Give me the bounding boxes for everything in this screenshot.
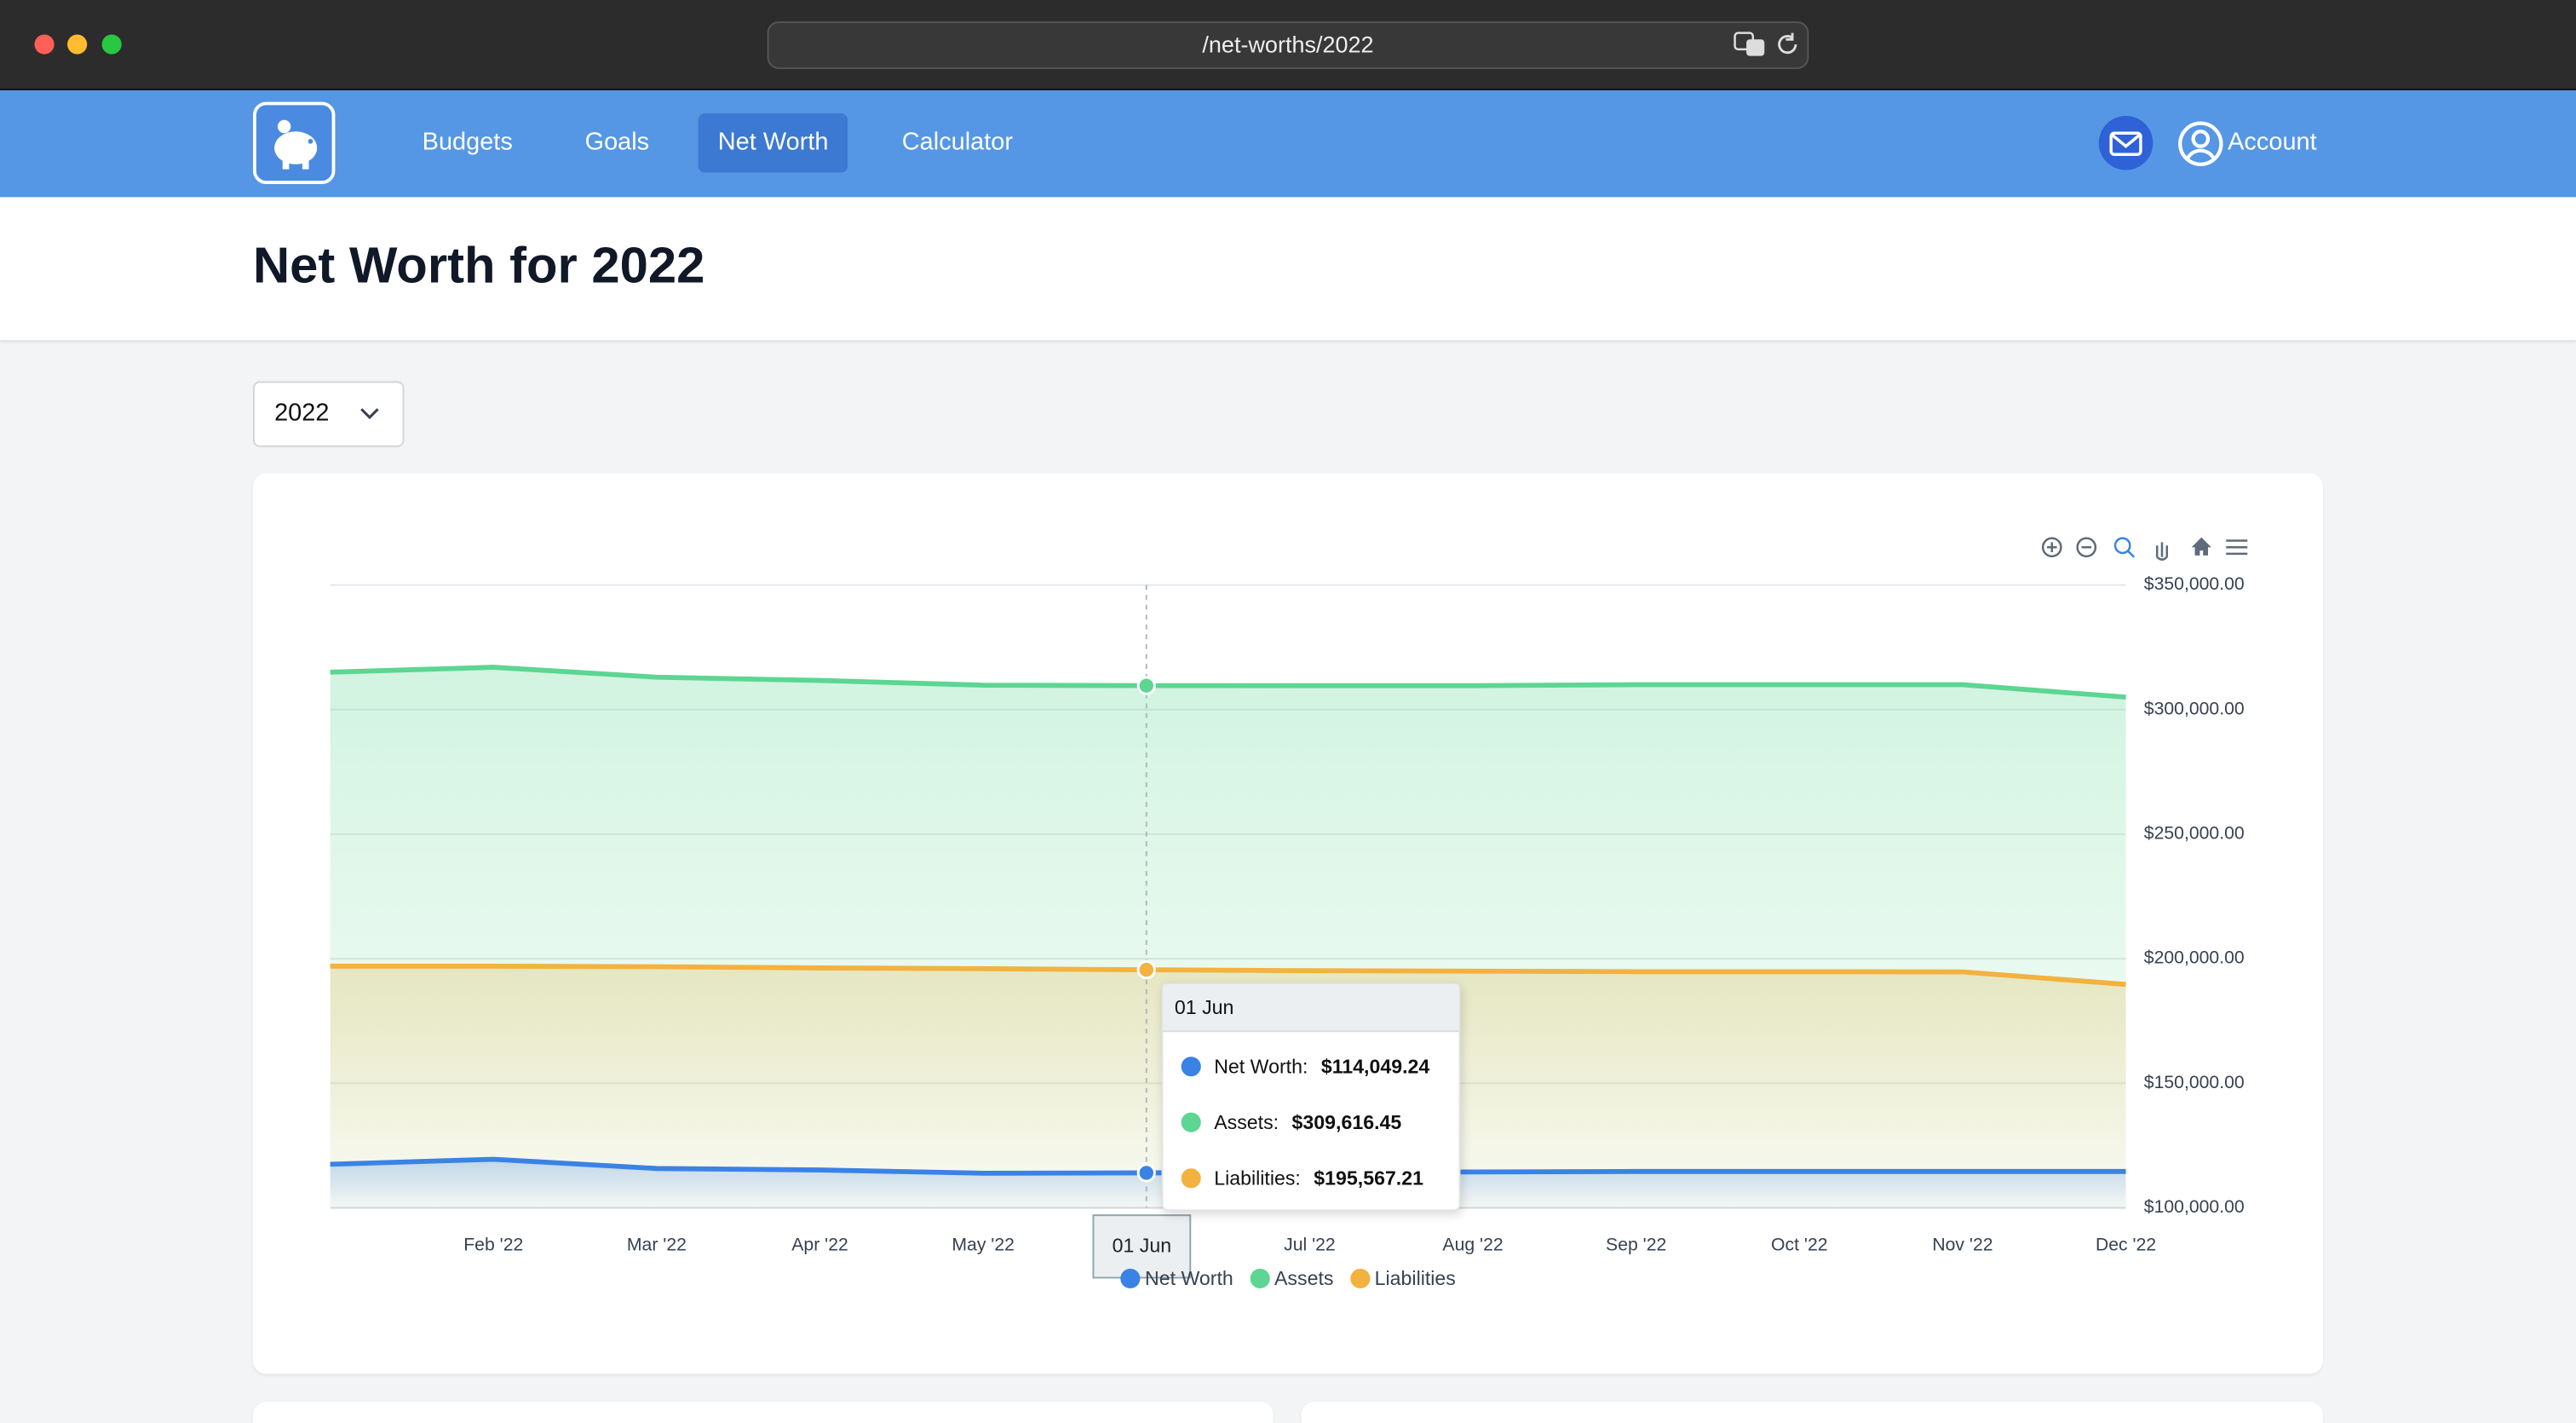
legend: Net Worth Assets Liabilities: [253, 1265, 2323, 1292]
line: [330, 964, 2126, 988]
legend-label: Net Worth: [1145, 1266, 1233, 1290]
tooltip-label: Assets:: [1214, 1110, 1279, 1134]
hover-marker: [1136, 959, 1156, 980]
x-tick-label: Sep '22: [1606, 1235, 1666, 1254]
line: [330, 665, 2126, 700]
y-tick-label: $150,000.00: [2144, 1073, 2245, 1092]
tooltip-value: $195,567.21: [1314, 1167, 1423, 1190]
hover-marker: [1136, 1163, 1156, 1183]
hover-marker: [1136, 676, 1156, 695]
y-tick-label: $200,000.00: [2144, 948, 2245, 968]
legend-label: Liabilities: [1374, 1266, 1456, 1290]
nav-link[interactable]: Budgets: [422, 128, 513, 157]
card: [252, 1402, 1274, 1423]
piggy-icon: [274, 119, 318, 170]
chevron-down: [360, 408, 379, 420]
mail-button[interactable]: [2098, 115, 2154, 171]
tooltip-row: Assets: $309,616.45: [1181, 1106, 1402, 1139]
year-select-value: 2022: [274, 399, 330, 428]
selection-zoom-button[interactable]: [2113, 537, 2136, 558]
zoom-out-button[interactable]: [2076, 537, 2097, 558]
tooltip-value: $114,049.24: [1320, 1055, 1430, 1079]
tooltip-row: Liabilities: $195,567.21: [1181, 1161, 1423, 1195]
reload-icon[interactable]: [1774, 32, 1801, 58]
year-select[interactable]: 2022: [252, 381, 405, 447]
reset-button[interactable]: [2191, 537, 2211, 556]
legend-label: Assets: [1274, 1266, 1334, 1290]
x-tick-label: Nov '22: [1932, 1235, 1992, 1254]
area: [330, 667, 2126, 1208]
tooltip-title: 01 Jun: [1163, 984, 1459, 1033]
address-bar[interactable]: /net-worths/2022: [767, 21, 1809, 69]
tooltip-marker: [1181, 1112, 1201, 1132]
y-tick-label: $300,000.00: [2144, 699, 2245, 718]
x-tick-label: Jul '22: [1284, 1235, 1336, 1254]
x-tick-label: Feb '22: [463, 1235, 523, 1254]
legend-item[interactable]: Liabilities: [1349, 1265, 1456, 1292]
tooltip-label: Net Worth:: [1214, 1055, 1308, 1079]
tooltip-row: Net Worth: $114,049.24: [1181, 1050, 1430, 1083]
account-link[interactable]: Account: [2228, 128, 2317, 157]
close-button[interactable]: [34, 34, 55, 55]
x-tick-label: May '22: [952, 1235, 1015, 1254]
chart-toolbar: [2041, 537, 2248, 561]
account-icon[interactable]: [2176, 120, 2224, 168]
zoom-button[interactable]: [101, 34, 122, 55]
tooltip-marker: [1181, 1168, 1201, 1189]
x-tick-label: Apr '22: [791, 1235, 848, 1254]
x-tick-label: Mar '22: [627, 1235, 687, 1254]
y-tick-label: $100,000.00: [2144, 1197, 2245, 1217]
page-header: Net Worth for 2022: [0, 197, 2576, 341]
legend-marker: [1120, 1268, 1141, 1288]
page-title: Net Worth for 2022: [252, 236, 705, 295]
menu-button[interactable]: [2226, 539, 2248, 556]
logo[interactable]: [252, 101, 336, 184]
legend-marker: [1250, 1268, 1270, 1288]
card: [1301, 1402, 2323, 1423]
browser-chrome: /net-worths/2022: [0, 0, 2576, 91]
translate-icon[interactable]: [1734, 30, 1767, 60]
legend-marker: [1349, 1268, 1370, 1288]
tooltip-label: Liabilities:: [1214, 1167, 1301, 1190]
legend-item[interactable]: Assets: [1250, 1265, 1333, 1292]
crosshair-x-label: 01 Jun: [1092, 1214, 1192, 1279]
y-tick-label: $250,000.00: [2144, 824, 2245, 844]
x-tick-label: Dec '22: [2096, 1235, 2156, 1254]
tooltip: 01 Jun Net Worth: $114,049.24 Assets: $309,…: [1161, 982, 1461, 1212]
nav-link[interactable]: Goals: [584, 128, 650, 157]
minimize-button[interactable]: [67, 34, 88, 55]
y-tick-label: $350,000.00: [2144, 574, 2245, 594]
zoom-in-button[interactable]: [2041, 537, 2062, 558]
navbar: Budgets Goals Net Worth Calculator Account: [0, 90, 2576, 198]
tooltip-marker: [1181, 1057, 1201, 1077]
pan-button[interactable]: [2155, 542, 2169, 561]
nav-link[interactable]: Net Worth: [698, 113, 848, 173]
nav-link[interactable]: Calculator: [901, 128, 1014, 157]
tooltip-value: $309,616.45: [1291, 1110, 1402, 1134]
x-tick-label: Aug '22: [1442, 1235, 1503, 1254]
legend-item[interactable]: Net Worth: [1120, 1265, 1233, 1292]
x-tick-label: Oct '22: [1771, 1235, 1828, 1254]
